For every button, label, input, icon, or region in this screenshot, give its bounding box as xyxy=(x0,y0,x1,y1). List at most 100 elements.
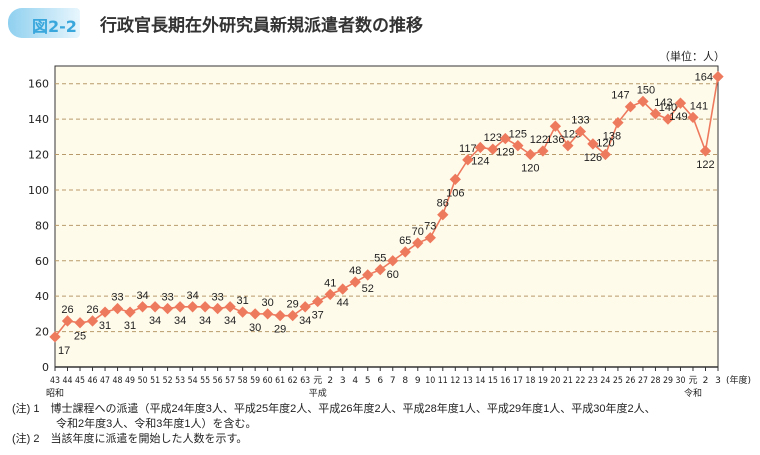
y-tick-label: 120 xyxy=(28,149,49,162)
era-label-reiwa: 令和 xyxy=(684,387,702,399)
data-point xyxy=(512,140,524,152)
x-tick-label: 45 xyxy=(75,376,85,386)
note-1: (注) 1 博士課程への派遣（平成24年度3人、平成25年度2人、平成26年度2… xyxy=(12,403,656,415)
data-label: 129 xyxy=(496,147,514,159)
x-tick-label: 53 xyxy=(175,376,185,386)
data-label: 143 xyxy=(654,97,672,109)
data-point xyxy=(412,237,424,249)
x-tick-label: 50 xyxy=(138,376,148,386)
x-tick-label: 13 xyxy=(463,376,473,386)
x-tick-label: 43 xyxy=(50,376,60,386)
chart-title: 行政官長期在外研究員新規派遣者数の推移 xyxy=(100,16,423,36)
figure-badge xyxy=(8,8,80,38)
x-axis-label: (年度) xyxy=(726,374,751,386)
data-label: 34 xyxy=(174,315,186,327)
x-tick-label: 4 xyxy=(352,376,358,386)
data-label: 34 xyxy=(224,315,236,327)
x-tick-label: 28 xyxy=(650,376,660,386)
data-label: 41 xyxy=(324,277,336,289)
x-tick-label: 47 xyxy=(100,376,110,386)
x-tick-label: 17 xyxy=(513,376,523,386)
data-label: 120 xyxy=(521,163,539,175)
data-label: 33 xyxy=(111,292,123,304)
x-tick-label: 10 xyxy=(425,376,435,386)
data-label: 34 xyxy=(199,315,211,327)
data-label: 140 xyxy=(659,102,677,114)
data-point xyxy=(249,308,261,320)
data-label: 29 xyxy=(274,324,286,336)
x-tick-label: 18 xyxy=(525,376,535,386)
data-label: 65 xyxy=(399,235,411,247)
data-point xyxy=(362,269,374,281)
x-tick-label: 24 xyxy=(600,376,610,386)
data-label: 138 xyxy=(603,131,621,143)
data-point xyxy=(387,255,399,267)
data-label: 55 xyxy=(374,253,386,265)
data-point xyxy=(437,209,449,221)
data-point xyxy=(124,306,136,318)
x-tick-label: 30 xyxy=(675,376,685,386)
y-tick-label: 20 xyxy=(35,326,49,339)
data-point xyxy=(524,148,537,161)
x-tick-label: 59 xyxy=(250,376,260,386)
data-label: 31 xyxy=(237,295,249,307)
x-tick-label: 62 xyxy=(288,376,298,386)
data-point xyxy=(587,138,599,150)
data-point xyxy=(399,246,411,258)
x-tick-label: 25 xyxy=(613,376,623,386)
unit-label: （単位：人） xyxy=(659,50,725,63)
x-tick-label: 3 xyxy=(715,376,721,386)
data-label: 17 xyxy=(58,345,70,357)
data-point xyxy=(449,173,461,185)
data-point xyxy=(537,145,549,157)
y-tick-label: 40 xyxy=(35,290,49,303)
data-label: 52 xyxy=(362,283,374,295)
x-tick-label: 46 xyxy=(88,376,98,386)
x-tick-label: 44 xyxy=(63,376,73,386)
era-label-heisei: 平成 xyxy=(309,387,327,399)
x-tick-label: 15 xyxy=(488,376,498,386)
data-point xyxy=(149,301,161,313)
x-tick-label: 11 xyxy=(438,376,448,386)
data-label: 147 xyxy=(611,90,629,102)
x-tick-label: 27 xyxy=(638,376,648,386)
x-tick-label: 5 xyxy=(365,376,371,386)
x-tick-label: 20 xyxy=(550,376,560,386)
data-label: 120 xyxy=(596,138,614,150)
data-label: 86 xyxy=(437,198,449,210)
x-tick-label: 7 xyxy=(390,376,396,386)
data-point xyxy=(324,288,336,301)
x-tick-label: 61 xyxy=(275,376,285,386)
x-tick-label: 12 xyxy=(450,376,460,386)
data-label: 73 xyxy=(424,221,436,233)
x-tick-label: 26 xyxy=(625,376,635,386)
data-label: 106 xyxy=(446,187,464,199)
data-point xyxy=(599,148,612,161)
data-point xyxy=(49,331,61,343)
data-label: 126 xyxy=(584,152,602,164)
data-label: 123 xyxy=(484,132,502,144)
data-label: 149 xyxy=(669,111,687,123)
x-tick-label: 16 xyxy=(500,376,510,386)
x-tick-label: 21 xyxy=(563,376,573,386)
data-point xyxy=(349,276,361,288)
x-tick-label: 54 xyxy=(188,376,198,386)
y-tick-label: 60 xyxy=(35,255,49,268)
data-label: 31 xyxy=(124,320,136,332)
data-point xyxy=(487,143,499,155)
x-tick-label: 2 xyxy=(703,376,709,386)
y-tick-label: 140 xyxy=(28,113,49,126)
data-point xyxy=(136,301,149,313)
data-point xyxy=(211,302,224,315)
x-tick-label: 8 xyxy=(402,376,408,386)
x-tick-label: 51 xyxy=(150,376,160,386)
data-label: 44 xyxy=(337,297,349,309)
x-tick-label: 14 xyxy=(475,376,485,386)
x-tick-label: 29 xyxy=(663,376,673,386)
x-tick-label: 55 xyxy=(200,376,210,386)
x-tick-label: 60 xyxy=(263,376,273,386)
note-2: (注) 2 当該年度に派遣を開始した人数を示す。 xyxy=(12,433,248,445)
figure-number: 図2-2 xyxy=(32,17,77,36)
data-label: 34 xyxy=(136,290,148,302)
x-tick-label: 52 xyxy=(163,376,173,386)
